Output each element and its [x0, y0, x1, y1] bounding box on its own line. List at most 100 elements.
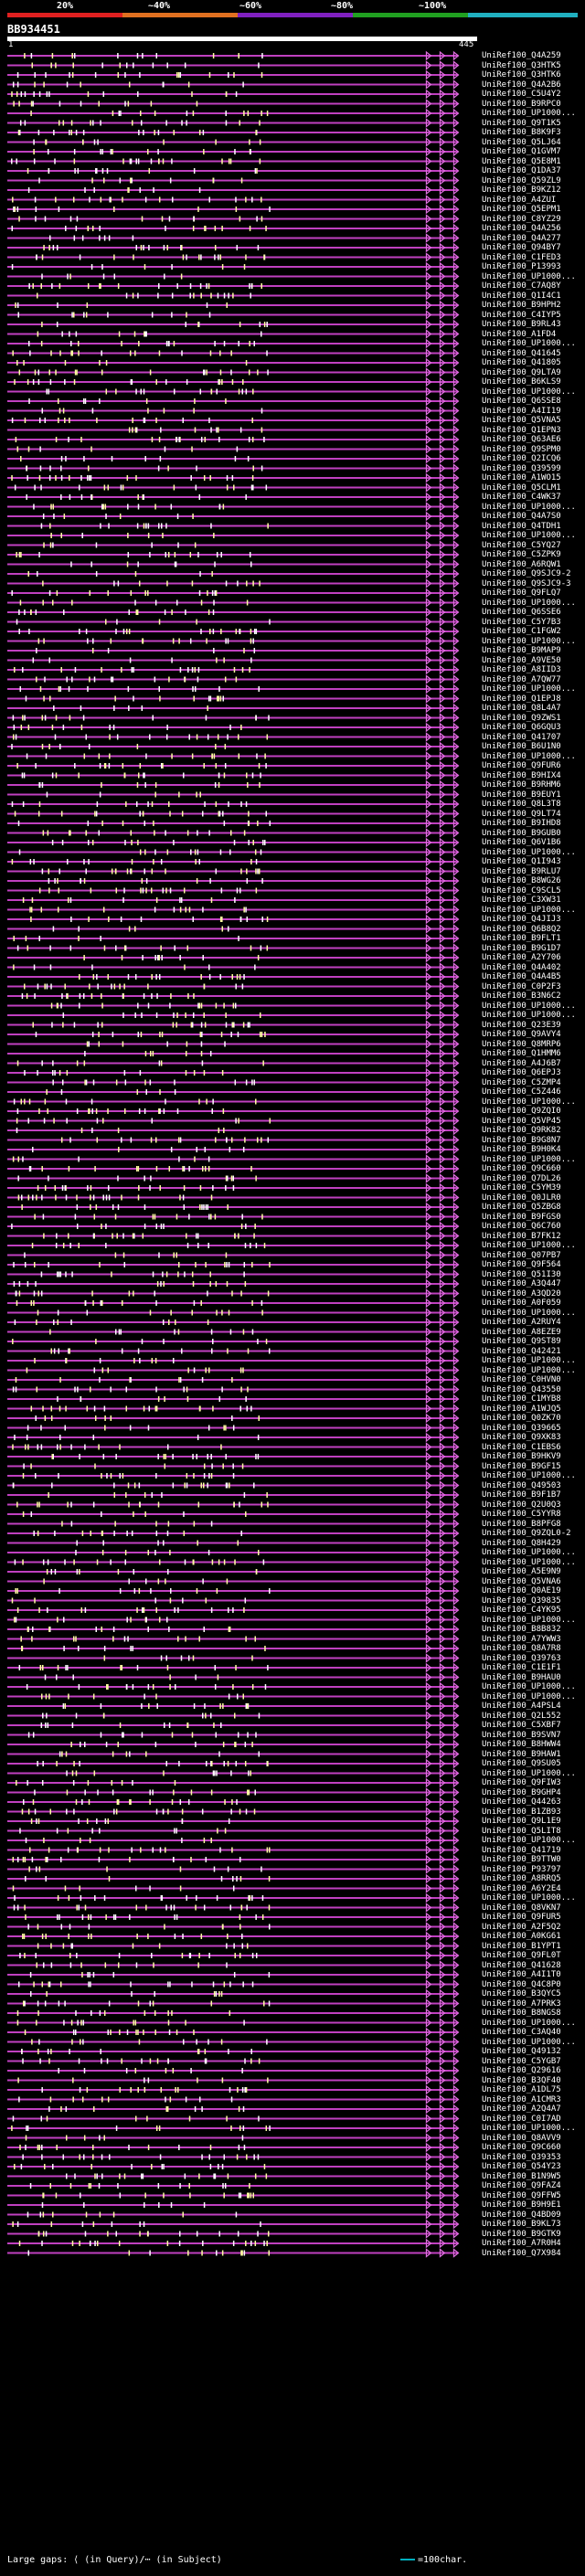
hit-label[interactable]: UniRef100_B3N6C2 [482, 991, 561, 1001]
hit-label[interactable]: UniRef100_C1EBS6 [482, 1442, 561, 1452]
hit-label[interactable]: UniRef100_UP1000... [482, 905, 576, 915]
hit-label[interactable]: UniRef100_C5ZMP4 [482, 1077, 561, 1087]
hit-label[interactable]: UniRef100_Q5ZBG8 [482, 1203, 561, 1212]
hit-label[interactable]: UniRef100_Q9C660 [482, 1164, 561, 1173]
hit-label[interactable]: UniRef100_Q9AVY4 [482, 1030, 561, 1039]
hit-label[interactable]: UniRef100_Q41645 [482, 348, 561, 358]
hit-label[interactable]: UniRef100_A1DL75 [482, 2085, 561, 2094]
hit-label[interactable]: UniRef100_A2RUY4 [482, 1318, 561, 1327]
hit-label[interactable]: UniRef100_Q6SSE8 [482, 397, 561, 406]
hit-label[interactable]: UniRef100_Q42421 [482, 1346, 561, 1356]
hit-label[interactable]: UniRef100_B8WG26 [482, 876, 561, 885]
hit-label[interactable]: UniRef100_Q5VNA6 [482, 1576, 561, 1586]
hit-label[interactable]: UniRef100_Q39835 [482, 1595, 561, 1606]
hit-label[interactable]: UniRef100_A4ZUI [482, 195, 557, 205]
hit-label[interactable]: UniRef100_Q6SSE6 [482, 608, 561, 617]
hit-label[interactable]: UniRef100_Q49503 [482, 1480, 561, 1490]
hit-label[interactable]: UniRef100_UP1000... [482, 1308, 576, 1318]
hit-label[interactable]: UniRef100_Q9FIW3 [482, 1778, 561, 1787]
hit-label[interactable]: UniRef100_Q0ZK70 [482, 1414, 561, 1423]
hit-label[interactable]: UniRef100_Q23E39 [482, 1020, 561, 1030]
hit-label[interactable]: UniRef100_Q1HMM6 [482, 1049, 561, 1058]
hit-label[interactable]: UniRef100_A7R0H4 [482, 2239, 561, 2248]
hit-label[interactable]: UniRef100_Q4BD09 [482, 2210, 561, 2220]
hit-label[interactable]: UniRef100_C7AQ8Y [482, 281, 561, 291]
hit-label[interactable]: UniRef100_B9HKV9 [482, 1452, 561, 1461]
hit-label[interactable]: UniRef100_C1FGW2 [482, 627, 561, 636]
hit-label[interactable]: UniRef100_C5YQ27 [482, 540, 561, 550]
hit-label[interactable]: UniRef100_Q1I4C1 [482, 291, 561, 301]
hit-label[interactable]: UniRef100_UP1000... [482, 1615, 576, 1625]
hit-label[interactable]: UniRef100_Q6V1B6 [482, 838, 561, 847]
hit-label[interactable]: UniRef100_C4IYP5 [482, 310, 561, 320]
hit-label[interactable]: UniRef100_B6U1N0 [482, 742, 561, 751]
hit-label[interactable]: UniRef100_A8EZE9 [482, 1327, 561, 1337]
hit-label[interactable]: UniRef100_B3QYC5 [482, 1989, 561, 1998]
hit-label[interactable]: UniRef100_Q9F564 [482, 1260, 561, 1269]
hit-label[interactable]: UniRef100_B8K9F3 [482, 128, 561, 137]
hit-label[interactable]: UniRef100_Q8MRP6 [482, 1039, 561, 1049]
hit-label[interactable]: UniRef100_Q2ICQ6 [482, 454, 561, 463]
hit-label[interactable]: UniRef100_Q8VKN7 [482, 1903, 561, 1913]
hit-label[interactable]: UniRef100_Q9C660 [482, 2143, 561, 2152]
hit-label[interactable]: UniRef100_Q5CLM1 [482, 482, 561, 493]
hit-label[interactable]: UniRef100_Q5E8M1 [482, 156, 561, 166]
hit-label[interactable]: UniRef100_B8PFG8 [482, 1519, 561, 1529]
hit-label[interactable]: UniRef100_Q29616 [482, 2066, 561, 2075]
hit-label[interactable]: UniRef100_B9KZ12 [482, 186, 561, 195]
hit-label[interactable]: UniRef100_Q4A277 [482, 233, 561, 243]
hit-label[interactable]: UniRef100_Q9XK83 [482, 1433, 561, 1442]
hit-label[interactable]: UniRef100_UP1000... [482, 847, 576, 857]
hit-label[interactable]: UniRef100_UP1000... [482, 684, 576, 694]
hit-label[interactable]: UniRef100_UP1000... [482, 531, 576, 540]
hit-label[interactable]: UniRef100_Q2U0Q3 [482, 1500, 561, 1510]
hit-label[interactable]: UniRef100_UP1000... [482, 1154, 576, 1164]
hit-label[interactable]: UniRef100_Q4JIJ3 [482, 915, 561, 924]
hit-label[interactable]: UniRef100_A3QD20 [482, 1288, 561, 1299]
hit-label[interactable]: UniRef100_A5E9N9 [482, 1567, 561, 1576]
hit-label[interactable]: UniRef100_Q4A2B6 [482, 80, 561, 90]
hit-label[interactable]: UniRef100_A6Y2E4 [482, 1883, 561, 1893]
hit-label[interactable]: UniRef100_UP1000... [482, 1001, 576, 1011]
hit-label[interactable]: UniRef100_B7FK12 [482, 1231, 561, 1241]
hit-label[interactable]: UniRef100_A4J6B7 [482, 1058, 561, 1068]
hit-label[interactable]: UniRef100_Q8L3T8 [482, 800, 561, 809]
hit-label[interactable]: UniRef100_A0F059 [482, 1299, 561, 1308]
hit-label[interactable]: UniRef100_Q8H429 [482, 1538, 561, 1548]
hit-label[interactable]: UniRef100_Q0AE19 [482, 1586, 561, 1595]
hit-label[interactable]: UniRef100_B9KL73 [482, 2220, 561, 2229]
hit-label[interactable]: UniRef100_Q7X984 [482, 2248, 561, 2258]
hit-label[interactable]: UniRef100_A7PRK3 [482, 1998, 561, 2009]
hit-label[interactable]: UniRef100_C5XBF7 [482, 1721, 561, 1730]
hit-label[interactable]: UniRef100_Q5LIT8 [482, 1826, 561, 1836]
hit-label[interactable]: UniRef100_C5YYR8 [482, 1510, 561, 1519]
hit-label[interactable]: UniRef100_A9VE50 [482, 655, 561, 665]
hit-label[interactable]: UniRef100_Q1EPJ8 [482, 694, 561, 704]
hit-label[interactable]: UniRef100_B9RLU7 [482, 866, 561, 876]
hit-label[interactable]: UniRef100_B9HAU0 [482, 1672, 561, 1682]
hit-label[interactable]: UniRef100_C1E1F1 [482, 1663, 561, 1672]
hit-label[interactable]: UniRef100_B9G8N7 [482, 1135, 561, 1145]
hit-label[interactable]: UniRef100_C3AQ40 [482, 2028, 561, 2037]
hit-label[interactable]: UniRef100_B9HPH2 [482, 301, 561, 310]
hit-label[interactable]: UniRef100_Q4TDH1 [482, 521, 561, 531]
hit-label[interactable]: UniRef100_B9GF15 [482, 1461, 561, 1471]
hit-label[interactable]: UniRef100_B9FGS0 [482, 1212, 561, 1222]
hit-label[interactable]: UniRef100_UP1000... [482, 1893, 576, 1903]
hit-label[interactable]: UniRef100_UP1000... [482, 109, 576, 118]
hit-label[interactable]: UniRef100_UP1000... [482, 1011, 576, 1020]
hit-label[interactable]: UniRef100_C5Z446 [482, 1087, 561, 1097]
hit-label[interactable]: UniRef100_Q94BY7 [482, 243, 561, 252]
hit-label[interactable]: UniRef100_Q4A256 [482, 224, 561, 233]
hit-label[interactable]: UniRef100_C0P2F3 [482, 981, 561, 991]
hit-label[interactable]: UniRef100_C9SCL5 [482, 885, 561, 896]
hit-label[interactable]: UniRef100_Q7DL26 [482, 1173, 561, 1183]
hit-label[interactable]: UniRef100_C1MYB8 [482, 1394, 561, 1404]
hit-label[interactable]: UniRef100_B9GTK9 [482, 2229, 561, 2239]
hit-label[interactable]: UniRef100_Q6EPJ3 [482, 1068, 561, 1077]
hit-label[interactable]: UniRef100_A3Q447 [482, 1279, 561, 1288]
hit-label[interactable]: UniRef100_Q9SU05 [482, 1759, 561, 1768]
hit-label[interactable]: UniRef100_Q9ZQL0-2 [482, 1529, 571, 1538]
hit-label[interactable]: UniRef100_Q9LT74 [482, 809, 561, 819]
hit-label[interactable]: UniRef100_Q9LTA9 [482, 367, 561, 377]
